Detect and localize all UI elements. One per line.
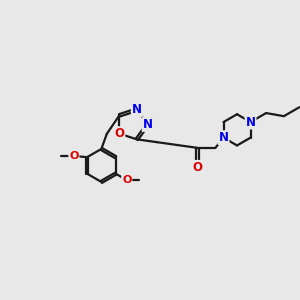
Text: N: N [218, 131, 229, 144]
Text: O: O [114, 127, 124, 140]
Text: O: O [69, 151, 79, 161]
Text: N: N [142, 118, 153, 131]
Text: O: O [122, 175, 131, 185]
Text: N: N [245, 116, 256, 129]
Text: N: N [132, 103, 142, 116]
Text: O: O [192, 161, 203, 174]
